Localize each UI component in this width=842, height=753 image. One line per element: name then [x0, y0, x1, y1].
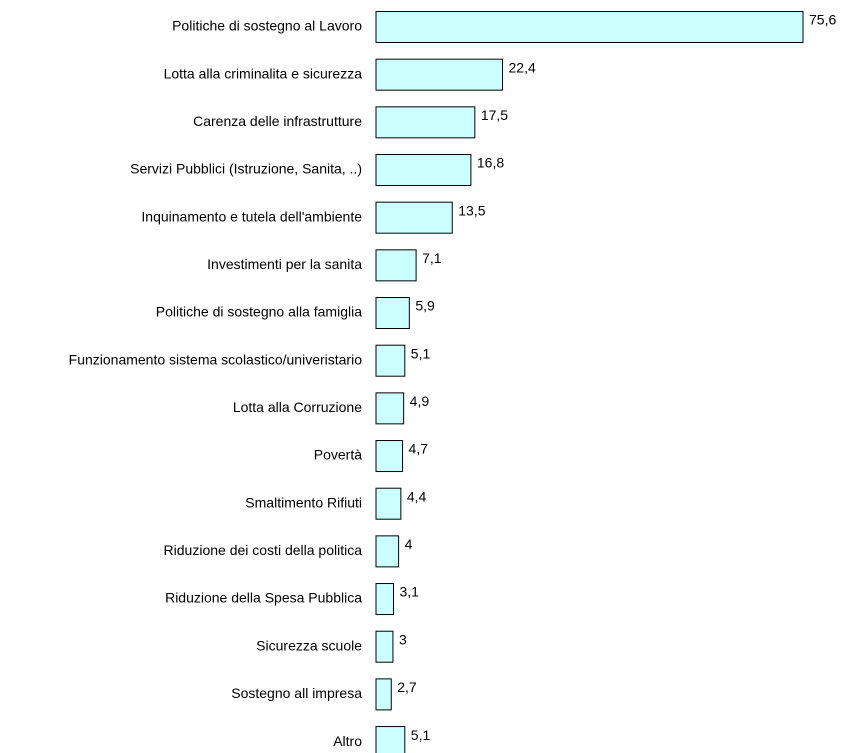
category-label: Smaltimento Rifiuti: [245, 494, 362, 510]
bar: [375, 106, 476, 139]
bar: [375, 201, 453, 234]
bar: [375, 297, 410, 330]
category-label: Riduzione della Spesa Pubblica: [165, 590, 362, 606]
value-label: 5,1: [411, 727, 431, 743]
category-label: Politiche di sostegno al Lavoro: [172, 18, 362, 34]
category-label: Sicurezza scuole: [256, 637, 362, 653]
value-label: 3: [399, 631, 407, 647]
category-label: Inquinamento e tutela dell'ambiente: [141, 208, 362, 224]
value-label: 4,9: [410, 393, 430, 409]
bar: [375, 487, 402, 520]
value-label: 2,7: [397, 679, 417, 695]
category-label: Funzionamento sistema scolastico/univeri…: [69, 351, 363, 367]
value-label: 13,5: [458, 202, 485, 218]
value-label: 7,1: [422, 250, 442, 266]
value-label: 5,9: [415, 298, 435, 314]
bar: [375, 583, 395, 616]
category-label: Riduzione dei costi della politica: [164, 542, 363, 558]
value-label: 4,4: [407, 488, 427, 504]
category-label: Povertà: [314, 447, 362, 463]
bar: [375, 726, 406, 753]
category-label: Lotta alla criminalita e sicurezza: [164, 65, 363, 81]
bar: [375, 11, 804, 43]
bar: [375, 440, 404, 473]
value-label: 4: [405, 536, 413, 552]
bar: [375, 678, 392, 711]
bar: [375, 249, 417, 282]
bar: [375, 344, 406, 377]
value-label: 16,8: [477, 155, 504, 171]
value-label: 3,1: [400, 584, 420, 600]
bar: [375, 58, 504, 91]
bar: [375, 535, 400, 568]
value-label: 17,5: [481, 107, 508, 123]
value-label: 22,4: [509, 59, 536, 75]
category-label: Servizi Pubblici (Istruzione, Sanita, ..…: [130, 161, 362, 177]
value-label: 75,6: [809, 12, 836, 28]
category-label: Sostegno all impresa: [231, 685, 362, 701]
bar: [375, 630, 394, 663]
bar: [375, 154, 472, 187]
category-label: Politiche di sostegno alla famiglia: [156, 304, 362, 320]
bar: [375, 392, 405, 425]
category-label: Carenza delle infrastrutture: [193, 113, 362, 129]
value-label: 5,1: [411, 345, 431, 361]
category-label: Investimenti per la sanita: [207, 256, 362, 272]
category-label: Altro: [333, 733, 362, 749]
category-label: Lotta alla Corruzione: [233, 399, 362, 415]
value-label: 4,7: [409, 441, 429, 457]
